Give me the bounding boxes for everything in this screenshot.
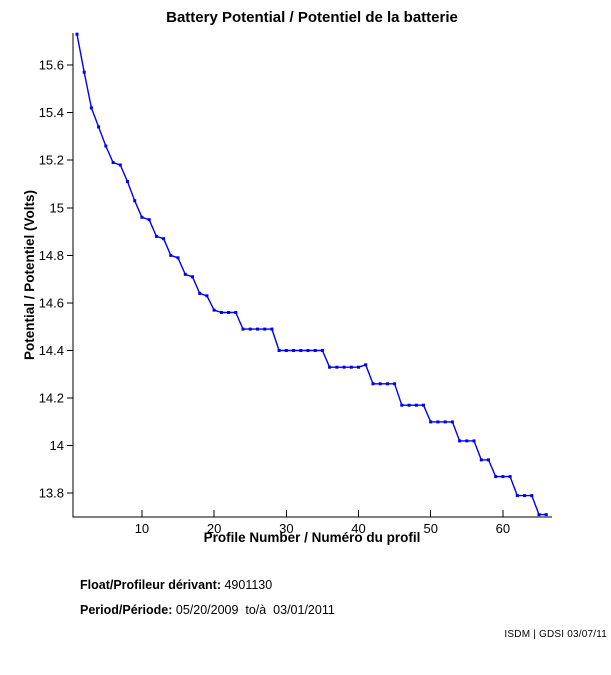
y-tick-label: 14.2: [39, 391, 64, 406]
x-tick-label: 30: [279, 521, 293, 536]
data-point-marker: [515, 494, 519, 498]
float-label: Float/Profileur dérivant:: [80, 578, 221, 592]
data-point-marker: [530, 494, 534, 498]
data-point-marker: [219, 311, 223, 314]
data-point-marker: [436, 420, 440, 424]
data-point-marker: [414, 403, 418, 407]
data-point-marker: [263, 327, 267, 331]
axis-lines: [72, 33, 552, 518]
x-axis-label: Profile Number / Numéro du profil: [204, 530, 421, 545]
float-value: 4901130: [221, 578, 273, 592]
data-point-marker: [313, 349, 317, 352]
x-tick-label: 60: [496, 521, 510, 536]
y-tick-label: 15.4: [39, 105, 64, 120]
data-point-marker: [508, 475, 512, 479]
data-point-marker: [357, 365, 360, 369]
data-point-marker: [458, 439, 462, 443]
data-point-marker: [385, 382, 389, 386]
data-point-marker: [299, 349, 303, 352]
x-tick-label: 10: [135, 521, 149, 536]
chart-title: Battery Potential / Potentiel de la batt…: [166, 9, 458, 26]
data-point-marker: [75, 32, 79, 36]
data-point-marker: [364, 363, 368, 367]
data-point-marker: [342, 365, 346, 369]
period-line: Period/Période: 05/20/2009 to/à 03/01/20…: [80, 603, 335, 617]
data-point-marker: [371, 382, 375, 386]
data-point-marker: [270, 327, 274, 331]
period-label: Period/Période:: [80, 603, 173, 617]
x-tick-label: 20: [207, 521, 221, 536]
data-point-marker: [82, 70, 86, 74]
period-value: 05/20/2009 to/à 03/01/2011: [172, 603, 335, 617]
data-point-marker: [292, 349, 295, 352]
x-tick-label: 40: [351, 521, 365, 536]
data-point-marker: [544, 513, 548, 517]
data-point-marker: [422, 403, 425, 407]
data-point-marker: [443, 420, 447, 424]
y-tick-label: 13.8: [39, 486, 64, 501]
data-point-marker: [140, 215, 144, 219]
data-point-marker: [479, 458, 483, 462]
data-point-marker: [126, 180, 129, 184]
data-point-marker: [320, 349, 324, 352]
data-point-marker: [378, 382, 382, 386]
data-point-marker: [241, 327, 245, 331]
data-point-marker: [277, 349, 281, 352]
y-tick-label: 15.2: [39, 153, 64, 168]
data-point-marker: [400, 403, 404, 407]
y-tick-label: 15: [50, 200, 64, 215]
data-point-marker: [487, 458, 490, 462]
y-tick-label: 15.6: [39, 58, 64, 73]
data-point-marker: [472, 439, 476, 443]
data-point-marker: [429, 420, 433, 424]
data-point-marker: [118, 163, 122, 167]
x-tick-label: 50: [423, 521, 437, 536]
data-point-marker: [349, 365, 353, 369]
y-tick-label: 14: [50, 438, 64, 453]
data-point-marker: [205, 294, 209, 298]
data-point-marker: [306, 349, 310, 352]
battery-potential-chart: Battery Potential / Potentiel de la batt…: [22, 9, 552, 545]
data-point-marker: [537, 513, 541, 517]
data-point-marker: [328, 365, 332, 369]
data-point-marker: [248, 327, 252, 331]
data-point-marker: [212, 308, 216, 312]
data-point-marker: [494, 475, 498, 479]
data-point-marker: [147, 218, 151, 222]
float-id-line: Float/Profileur dérivant: 4901130: [80, 578, 272, 592]
agency-watermark: ISDM | GDSI 03/07/11: [504, 629, 607, 640]
data-point-marker: [450, 420, 454, 424]
data-point-marker: [191, 275, 194, 279]
data-point-marker: [335, 365, 339, 369]
data-point-marker: [198, 291, 202, 295]
data-point-marker: [234, 311, 238, 314]
y-tick-label: 14.6: [39, 295, 64, 310]
data-point-marker: [256, 327, 259, 331]
data-point-marker: [162, 237, 166, 241]
data-point-marker: [523, 494, 527, 498]
y-axis-label: Potential / Potentiel (Volts): [22, 190, 37, 360]
data-point-marker: [407, 403, 411, 407]
data-point-marker: [183, 272, 187, 276]
data-point-marker: [169, 253, 173, 257]
plot-area: 13.8 14 14.2 14.4 14.6 14.8 15 15.2 15.4 15.6 10 20…: [39, 32, 552, 536]
data-point-marker: [89, 106, 93, 110]
data-point-marker: [176, 256, 180, 260]
y-tick-label: 14.4: [39, 343, 64, 358]
data-point-marker: [501, 475, 505, 479]
data-point-marker: [133, 199, 137, 203]
battery-potential-line: [76, 34, 547, 516]
data-point-marker: [104, 144, 108, 148]
data-point-marker: [393, 382, 397, 386]
y-tick-label: 14.8: [39, 248, 64, 263]
data-point-marker: [111, 161, 115, 165]
data-point-marker: [227, 311, 231, 314]
data-point-marker: [465, 439, 469, 443]
data-point-marker: [284, 349, 288, 352]
data-point-marker: [154, 234, 158, 238]
data-point-marker: [97, 125, 101, 129]
